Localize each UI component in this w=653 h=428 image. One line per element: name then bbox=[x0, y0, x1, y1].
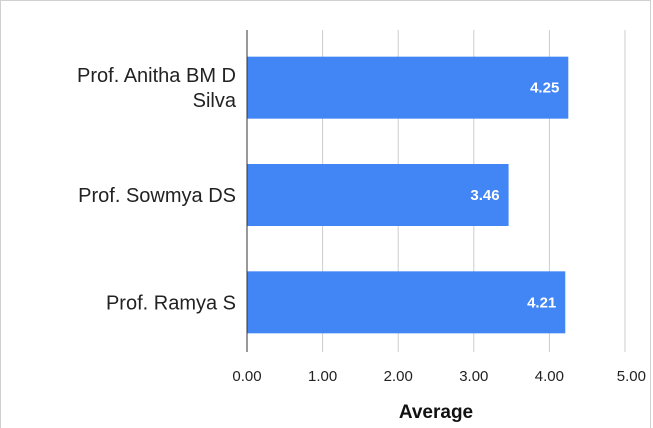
x-tick-label: 3.00 bbox=[459, 368, 488, 385]
category-label: Prof. Sowmya DS bbox=[78, 185, 236, 207]
bar bbox=[247, 271, 566, 334]
value-labels: 4.25 3.46 4.21 bbox=[470, 80, 559, 312]
bar-value-label: 4.25 bbox=[530, 80, 559, 97]
category-label: Prof. Ramya S bbox=[106, 292, 236, 314]
bar-value-label: 4.21 bbox=[527, 294, 556, 311]
bar bbox=[247, 56, 569, 119]
bar-value-label: 3.46 bbox=[470, 187, 499, 204]
category-labels: Prof. Anitha BM D Silva Prof. Sowmya DS Pro… bbox=[77, 65, 237, 314]
bar bbox=[247, 164, 509, 226]
bars bbox=[247, 56, 569, 334]
x-tick-label: 0.00 bbox=[232, 368, 261, 385]
x-tick-labels: 0.00 1.00 2.00 3.00 4.00 5.00 bbox=[232, 368, 646, 385]
x-axis-title: Average bbox=[399, 402, 473, 423]
x-tick-label: 2.00 bbox=[384, 368, 413, 385]
x-tick-label: 1.00 bbox=[308, 368, 337, 385]
x-tick-label: 5.00 bbox=[617, 368, 646, 385]
x-tick-label: 4.00 bbox=[535, 368, 564, 385]
category-label: Prof. Anitha BM D Silva bbox=[77, 65, 237, 112]
